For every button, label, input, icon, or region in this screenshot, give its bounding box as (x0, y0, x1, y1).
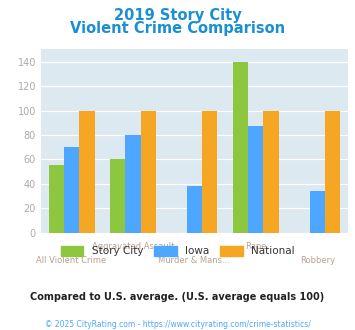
Bar (141, 111, 156, 233)
Text: © 2025 CityRating.com - https://www.cityrating.com/crime-statistics/: © 2025 CityRating.com - https://www.city… (45, 320, 310, 329)
Bar (310, 191, 325, 233)
Bar (202, 111, 217, 233)
Bar (325, 111, 340, 233)
Bar (187, 186, 202, 233)
Legend: Story City, Iowa, National: Story City, Iowa, National (56, 242, 299, 260)
Bar (248, 126, 263, 233)
Bar (110, 159, 125, 233)
Bar (263, 111, 279, 233)
Text: All Violent Crime: All Violent Crime (37, 256, 106, 265)
Bar (64, 147, 79, 233)
Text: Robbery: Robbery (300, 256, 335, 265)
Bar (79, 111, 94, 233)
Bar (233, 62, 248, 233)
Text: Murder & Mans...: Murder & Mans... (158, 256, 230, 265)
Text: Violent Crime Comparison: Violent Crime Comparison (70, 21, 285, 36)
Bar (125, 135, 141, 233)
Text: Compared to U.S. average. (U.S. average equals 100): Compared to U.S. average. (U.S. average … (31, 292, 324, 302)
Text: Aggravated Assault: Aggravated Assault (92, 242, 174, 251)
Bar (49, 165, 64, 233)
Text: 2019 Story City: 2019 Story City (114, 8, 241, 23)
Text: Rape: Rape (245, 242, 267, 251)
